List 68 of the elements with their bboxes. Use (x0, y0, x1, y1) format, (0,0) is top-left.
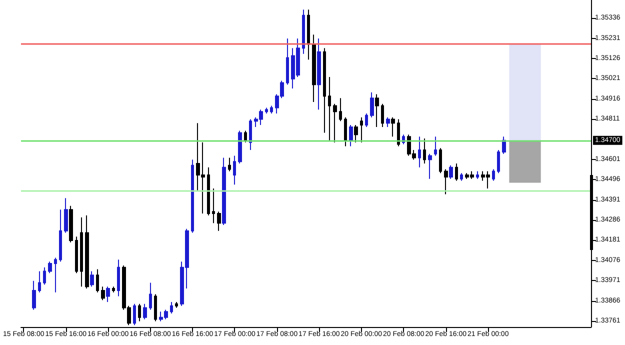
candlestick (133, 303, 136, 326)
candlestick (375, 94, 379, 128)
candlestick (423, 138, 426, 164)
candlestick (106, 286, 110, 302)
candlestick (249, 118, 252, 151)
candlestick (270, 105, 273, 114)
candlestick (96, 268, 99, 293)
candlestick (476, 170, 479, 180)
candlestick (492, 168, 495, 182)
candlestick (428, 153, 432, 180)
candlestick (75, 236, 78, 274)
candlestick (228, 157, 231, 172)
candlestick (59, 209, 62, 262)
candlestick (265, 107, 268, 114)
candlestick (360, 116, 363, 143)
candlestick (344, 116, 347, 147)
candlestick (434, 136, 437, 156)
candlestick (233, 155, 236, 186)
candlestick (444, 168, 448, 195)
candlestick (54, 257, 57, 293)
candlestick (170, 301, 173, 314)
candlestick (85, 214, 89, 290)
candlestick (238, 130, 242, 164)
candlestick (302, 9, 305, 54)
candlestick (449, 164, 453, 180)
candlestick (370, 92, 374, 118)
candlestick (90, 270, 94, 288)
candlestick (497, 150, 500, 174)
candlestick (418, 136, 421, 168)
candlestick (323, 48, 326, 134)
candlestick (439, 148, 442, 174)
candlestick (48, 261, 52, 274)
candlestick (175, 301, 178, 308)
candlestick (32, 280, 36, 310)
candlestick (43, 266, 46, 286)
candlestick (64, 198, 68, 234)
candlestick (307, 9, 310, 60)
candlestick (38, 270, 41, 293)
candlestick (207, 166, 210, 216)
candlestick (154, 294, 157, 322)
candlestick (328, 76, 331, 141)
candlestick (149, 282, 152, 310)
candlestick (191, 159, 194, 234)
candlestick (143, 303, 147, 320)
candlestick (217, 211, 221, 232)
candlestick (386, 116, 390, 128)
candlestick (381, 103, 384, 128)
candlestick (339, 98, 342, 122)
candlestick (333, 103, 337, 143)
candlestick (317, 38, 321, 110)
candlestick (244, 130, 247, 143)
candlestick (101, 286, 105, 301)
candlestick (112, 286, 115, 293)
candlestick (312, 34, 316, 102)
candlestick (138, 303, 141, 322)
candlestick (80, 216, 83, 288)
candlestick (397, 118, 400, 147)
candlestick (365, 112, 368, 128)
candlestick (455, 163, 458, 182)
candlestick (212, 188, 215, 224)
candlestick (222, 157, 226, 226)
candlestick (69, 205, 73, 243)
candlestick (391, 116, 395, 138)
candlestick (349, 124, 353, 147)
candlestick (286, 38, 289, 86)
candlestick (354, 124, 358, 143)
candlestick (460, 172, 463, 182)
candlestick (117, 259, 120, 297)
